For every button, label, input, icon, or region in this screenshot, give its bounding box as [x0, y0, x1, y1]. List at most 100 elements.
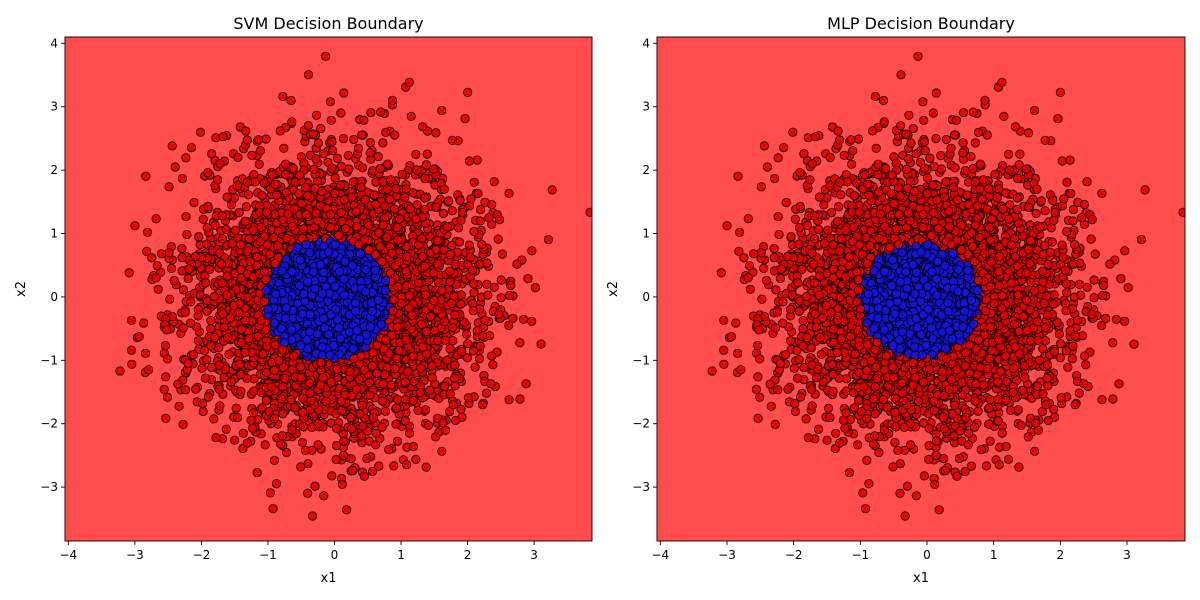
data-point: [230, 225, 241, 235]
data-point: [352, 221, 362, 231]
data-point: [265, 488, 275, 498]
data-point: [428, 164, 439, 174]
data-point: [303, 121, 313, 131]
data-point: [371, 200, 381, 210]
data-point: [311, 110, 322, 120]
data-point: [339, 88, 349, 98]
data-point: [387, 248, 397, 258]
data-point: [383, 159, 393, 169]
data-point: [313, 440, 323, 450]
data-point: [161, 372, 171, 382]
data-point: [339, 274, 349, 284]
data-point: [437, 285, 447, 296]
data-point: [209, 291, 219, 302]
data-point: [336, 108, 346, 118]
data-point: [357, 130, 367, 140]
data-point: [450, 381, 460, 391]
data-point: [338, 450, 349, 461]
data-point: [392, 353, 402, 364]
data-point: [380, 201, 390, 211]
data-point: [218, 132, 228, 142]
data-point: [331, 304, 341, 314]
data-point: [327, 146, 338, 156]
data-point: [391, 403, 402, 413]
data-point: [256, 222, 266, 232]
data-point: [236, 264, 246, 275]
data-point: [221, 424, 231, 434]
data-point: [134, 331, 144, 342]
data-point: [438, 418, 448, 428]
data-point: [469, 226, 479, 237]
data-point: [216, 259, 226, 269]
data-point: [202, 354, 212, 365]
data-point: [341, 224, 351, 234]
data-point: [334, 267, 345, 277]
data-point: [447, 322, 458, 333]
data-point: [289, 351, 299, 361]
data-point: [330, 188, 340, 198]
data-point: [217, 211, 227, 221]
data-point: [206, 324, 216, 334]
data-point: [332, 364, 342, 374]
data-point: [402, 251, 412, 261]
data-point: [377, 422, 387, 432]
data-point: [141, 171, 151, 181]
data-point: [365, 148, 375, 158]
data-point: [330, 173, 340, 183]
data-point: [127, 359, 137, 369]
data-point: [349, 353, 359, 364]
data-point: [463, 339, 473, 349]
data-point: [382, 184, 392, 194]
data-point: [388, 306, 398, 316]
data-point: [240, 216, 250, 226]
data-point: [512, 259, 522, 269]
data-point: [393, 235, 403, 245]
data-point: [412, 165, 422, 175]
data-point: [450, 360, 460, 370]
data-point: [364, 377, 374, 388]
data-point: [420, 290, 431, 300]
data-point: [394, 345, 404, 356]
data-point: [442, 222, 452, 232]
data-point: [281, 159, 291, 169]
data-point: [248, 225, 258, 235]
data-point: [277, 266, 287, 276]
data-point: [489, 282, 499, 292]
data-point: [368, 413, 378, 423]
data-point: [404, 291, 414, 301]
data-point: [437, 105, 447, 116]
data-point: [400, 193, 410, 203]
data-point: [430, 432, 441, 442]
data-point: [308, 267, 318, 277]
data-point: [347, 192, 357, 202]
data-point: [518, 314, 529, 324]
data-point: [191, 384, 201, 394]
data-point: [456, 404, 466, 414]
data-point: [413, 240, 424, 250]
data-point: [401, 267, 411, 277]
data-point: [449, 373, 460, 383]
data-point: [473, 188, 483, 199]
data-point: [461, 329, 472, 339]
data-point: [420, 261, 430, 271]
data-point: [294, 189, 304, 199]
data-point: [198, 406, 208, 417]
data-point: [185, 318, 196, 328]
data-point: [391, 419, 401, 429]
data-point: [380, 275, 391, 286]
data-point: [162, 392, 173, 402]
data-point: [330, 281, 340, 291]
data-point: [311, 154, 321, 164]
data-point: [275, 126, 285, 136]
data-point: [367, 306, 377, 316]
data-point: [411, 454, 421, 464]
data-point: [377, 396, 388, 406]
data-point: [527, 316, 537, 326]
data-point: [198, 399, 208, 409]
data-point: [269, 365, 279, 375]
data-point: [349, 134, 359, 145]
data-point: [236, 386, 246, 396]
data-point: [142, 246, 152, 256]
data-point: [174, 401, 184, 411]
data-point: [420, 173, 430, 184]
